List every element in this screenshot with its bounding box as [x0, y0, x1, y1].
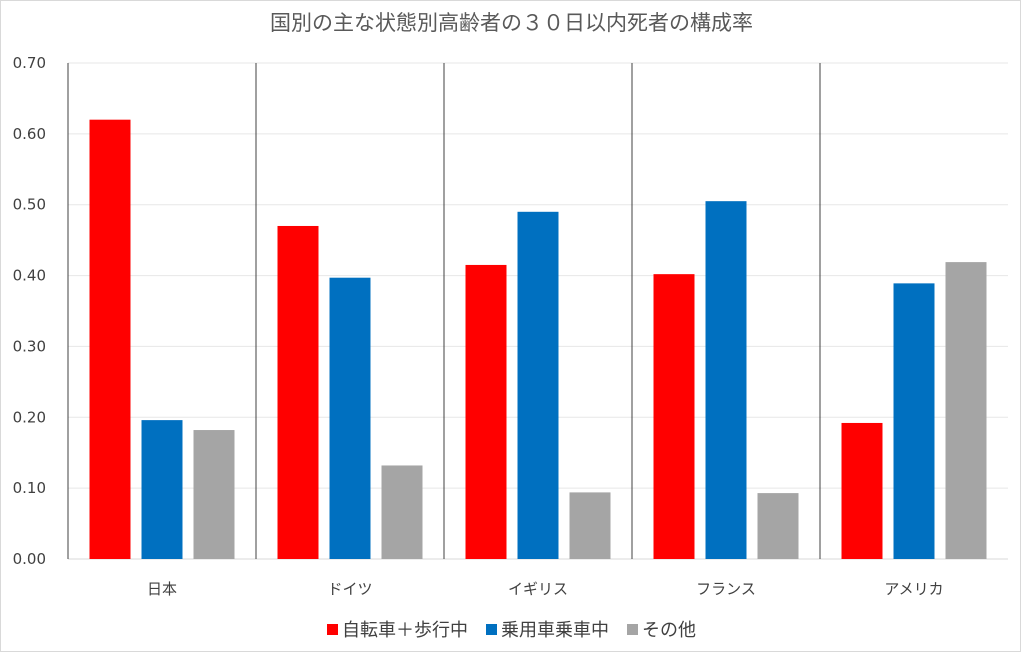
bar — [705, 201, 747, 559]
legend-item-bicycle-pedestrian: 自転車＋歩行中 — [327, 616, 468, 642]
bar — [193, 430, 235, 559]
x-tick-label: ドイツ — [327, 580, 372, 598]
bar — [141, 420, 183, 559]
bar — [517, 211, 559, 560]
y-tick-label: 0.00 — [13, 550, 46, 568]
y-tick-label: 0.70 — [13, 54, 46, 72]
legend-item-other: その他 — [627, 616, 696, 642]
bar — [841, 422, 883, 559]
bar — [381, 465, 423, 559]
y-tick-label: 0.60 — [13, 125, 46, 143]
legend-swatch — [486, 623, 497, 635]
y-tick-label: 0.10 — [13, 479, 46, 497]
bar — [277, 225, 319, 559]
bar — [893, 283, 935, 559]
legend-label: その他 — [642, 620, 696, 641]
bar — [465, 264, 507, 559]
y-axis-ticks: 0.00 0.10 0.20 0.30 0.40 0.50 0.60 0.70 — [13, 54, 46, 568]
x-tick-label: フランス — [696, 580, 756, 598]
x-tick-label: アメリカ — [884, 580, 943, 598]
bar — [569, 492, 611, 559]
y-tick-label: 0.20 — [13, 408, 46, 426]
bar — [945, 262, 987, 559]
y-tick-label: 0.50 — [13, 196, 46, 214]
x-tick-label: 日本 — [147, 580, 177, 598]
legend-swatch — [627, 623, 638, 635]
bar — [653, 274, 695, 559]
legend-label: 乗用車乗車中 — [501, 620, 609, 641]
x-axis-ticks: 日本 ドイツ イギリス フランス アメリカ — [147, 580, 944, 598]
legend-swatch — [327, 623, 338, 635]
y-tick-label: 0.30 — [13, 337, 46, 355]
bar — [329, 277, 371, 559]
category-separators — [67, 63, 821, 559]
bar — [757, 493, 799, 559]
legend: 自転車＋歩行中 乗用車乗車中 その他 — [0, 616, 1023, 642]
bar — [89, 119, 131, 559]
x-tick-label: イギリス — [508, 580, 568, 598]
y-tick-label: 0.40 — [13, 267, 46, 285]
legend-label: 自転車＋歩行中 — [342, 620, 468, 641]
bars — [89, 119, 987, 560]
chart-title: 国別の主な状態別高齢者の３０日以内死者の構成率 — [270, 11, 753, 35]
legend-item-passenger-car: 乗用車乗車中 — [486, 616, 609, 642]
